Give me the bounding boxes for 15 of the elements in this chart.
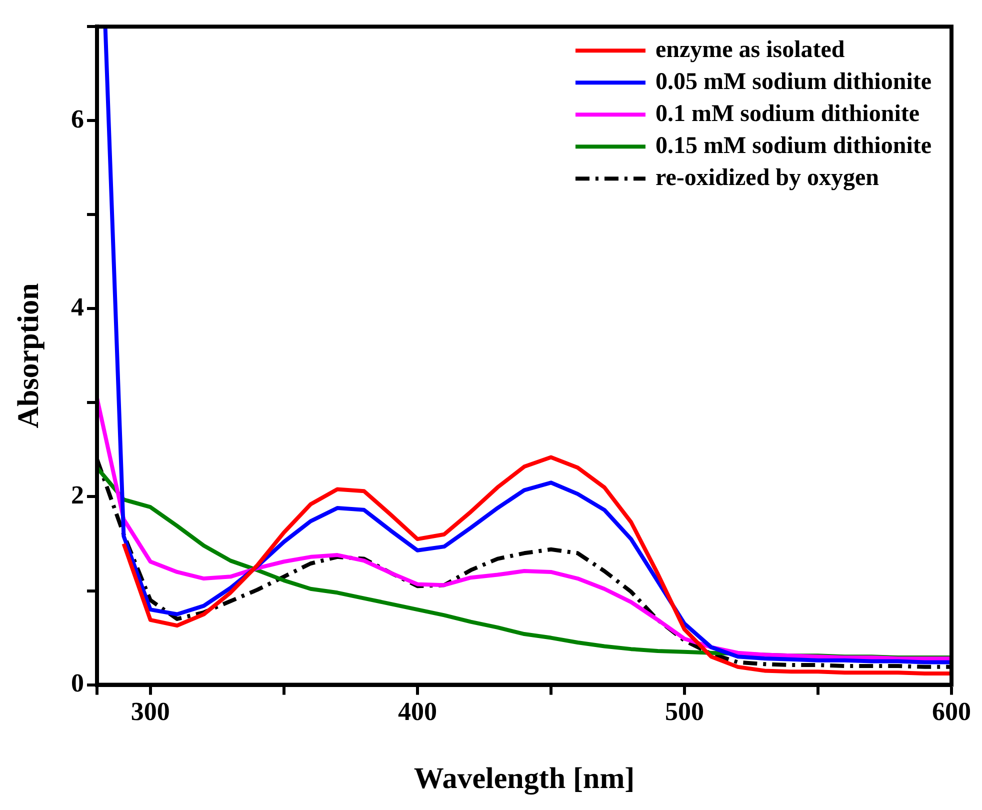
legend-label: 0.05 mM sodium dithionite [655, 68, 932, 95]
x-tick-label: 500 [664, 697, 704, 726]
legend-label: 0.1 mM sodium dithionite [655, 100, 920, 127]
y-tick-label: 6 [71, 104, 84, 134]
legend-label: enzyme as isolated [655, 36, 846, 63]
y-tick-label: 4 [71, 292, 84, 322]
x-tick-label: 400 [398, 697, 437, 726]
y-tick-label: 2 [71, 480, 84, 510]
x-axis-title: Wavelength [nm] [414, 762, 635, 795]
y-axis-title: Absorption [12, 282, 45, 428]
legend-label: re-oxidized by oxygen [655, 164, 880, 191]
x-tick-label: 600 [932, 697, 971, 726]
y-tick-label: 0 [71, 668, 84, 698]
x-tick-label: 300 [130, 697, 170, 726]
legend-label: 0.15 mM sodium dithionite [655, 132, 932, 159]
